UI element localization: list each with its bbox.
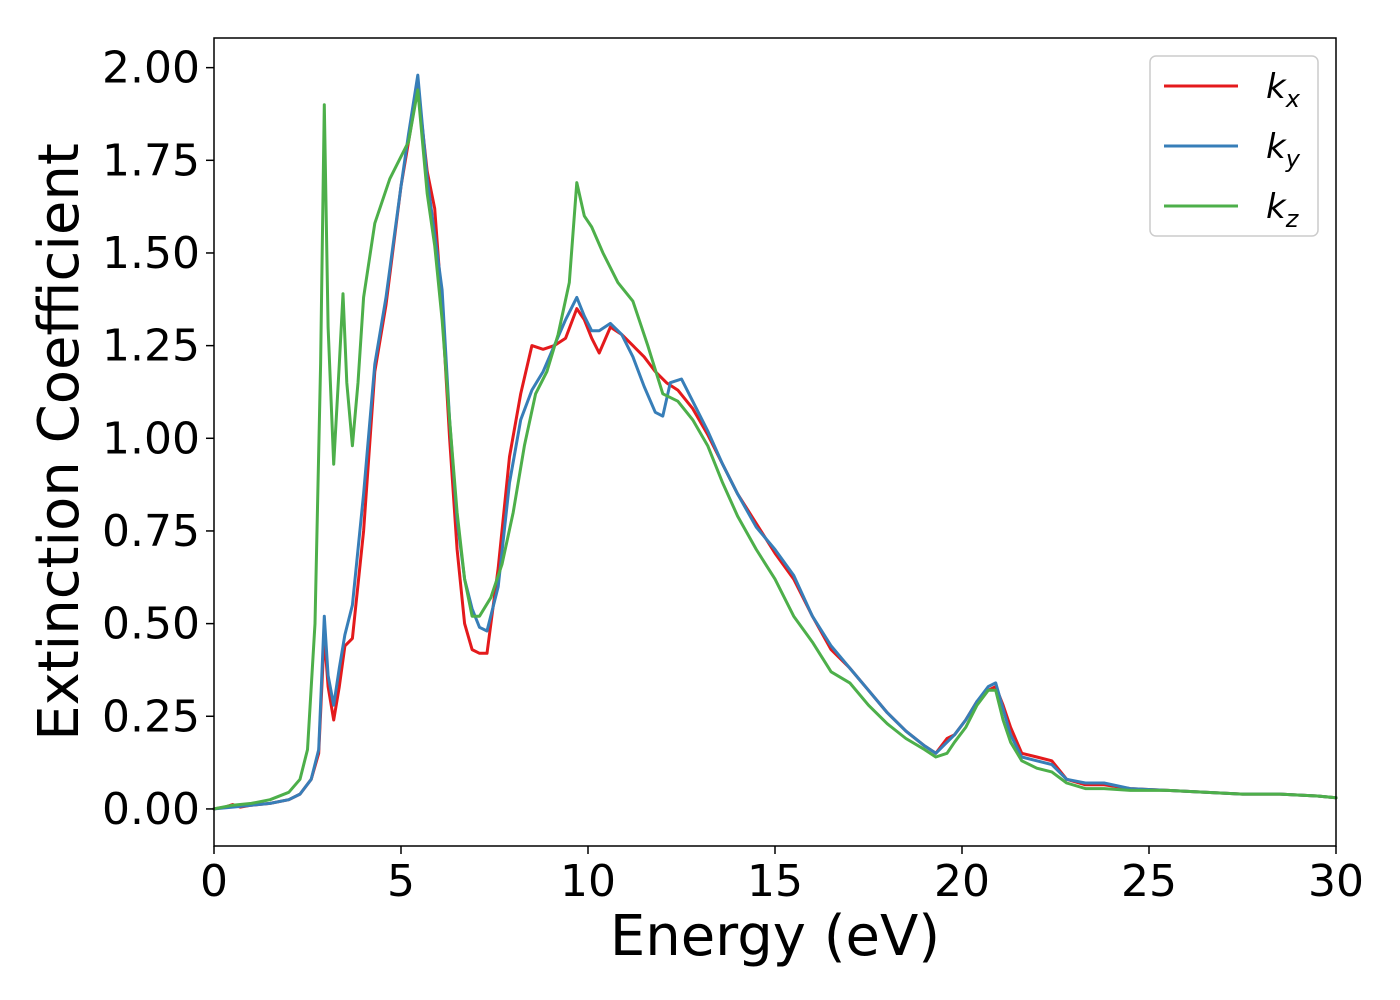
y-tick-label: 0.75 [102, 506, 200, 557]
series-line-ky [212, 73, 1338, 811]
x-tick-label: 0 [200, 856, 228, 907]
series-layer [212, 73, 1338, 811]
x-tick-label: 15 [747, 856, 803, 907]
y-axis-title: Extinction Coefficient [27, 143, 92, 741]
series-line-kz [212, 88, 1338, 811]
y-tick-label: 1.75 [102, 135, 200, 186]
y-tick-label: 1.00 [102, 413, 200, 464]
x-axis-title: Energy (eV) [610, 904, 940, 969]
y-tick-label: 1.50 [102, 228, 200, 279]
y-tick-label: 0.50 [102, 599, 200, 650]
y-tick-label: 0.00 [102, 784, 200, 835]
x-tick-label: 20 [934, 856, 990, 907]
x-tick-label: 30 [1308, 856, 1364, 907]
y-axis-ticks: 0.00 0.25 0.50 0.75 1.00 1.25 1.50 1.75 2.00 [102, 43, 214, 835]
y-tick-label: 2.00 [102, 43, 200, 94]
x-tick-label: 25 [1121, 856, 1177, 907]
x-axis-ticks: 0 5 10 15 20 25 30 [200, 846, 1364, 907]
x-tick-label: 10 [560, 856, 616, 907]
y-tick-label: 0.25 [102, 691, 200, 742]
y-tick-label: 1.25 [102, 321, 200, 372]
x-tick-label: 5 [387, 856, 415, 907]
